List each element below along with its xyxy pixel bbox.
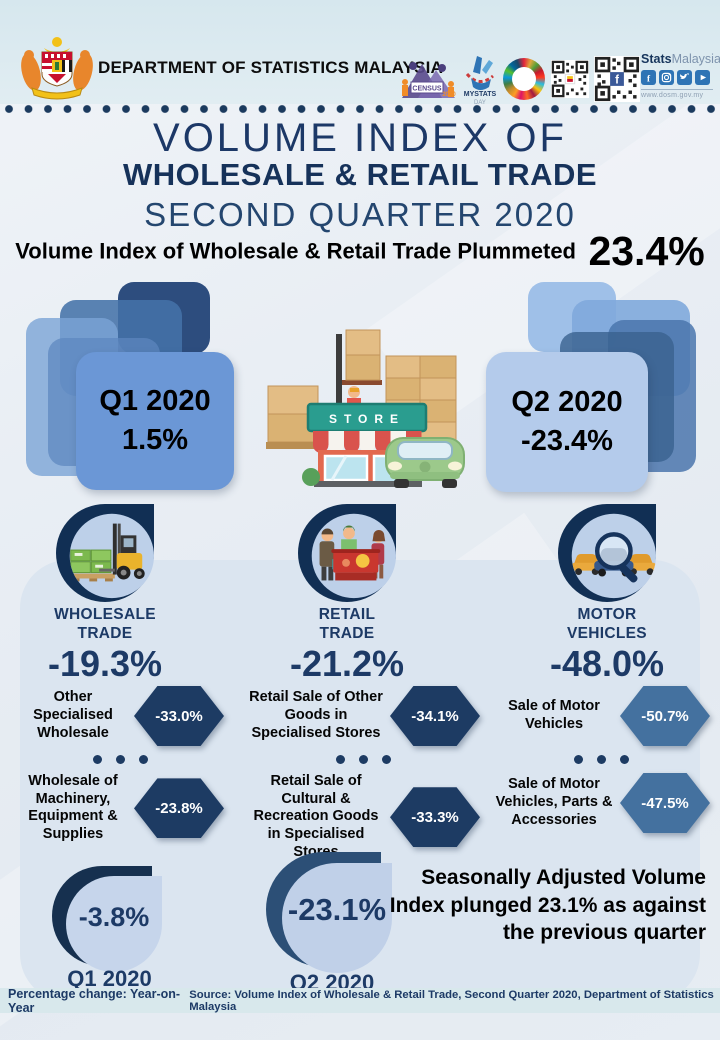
title-line3: SECOND QUARTER 2020	[144, 196, 576, 233]
sub-item-label: Sale of Motor Vehicles, Parts & Accessor…	[495, 776, 613, 828]
mystats-label: MYSTATS	[464, 91, 497, 98]
store-illustration: STORE	[266, 329, 465, 488]
svg-text:f: f	[615, 75, 619, 87]
sub-item-label: Sale of Motor Vehicles	[508, 698, 600, 732]
seasonal-q2-value: -23.1%	[287, 892, 387, 927]
qr-code-facebook[interactable]: f	[594, 56, 640, 102]
headline: Volume Index of Wholesale & Retail Trade…	[0, 228, 720, 275]
brand-name: StatsMalaysia	[641, 52, 720, 66]
seasonal-note: Seasonally Adjusted Volume Index plunged…	[389, 866, 706, 945]
sub-item-label: Other Specialised Wholesale	[33, 689, 113, 741]
quarter-box-q2: Q2 2020 -23.4%	[486, 352, 648, 492]
header: DEPARTMENT OF STATISTICS MALAYSIA CENSUS…	[0, 0, 720, 106]
category-name: WHOLESALE TRADE	[54, 606, 156, 642]
sub-item-label: Retail Sale of Other Goods in Specialise…	[249, 689, 383, 741]
census-label: CENSUS	[412, 86, 442, 93]
footer-band: Percentage change: Year-on-Year Source: …	[0, 986, 720, 1015]
sdg-wheel-logo	[503, 58, 545, 100]
category-name: MOTOR VEHICLES	[567, 606, 647, 642]
quarter-label: Q1 2020	[99, 385, 211, 417]
dotted-divider	[4, 104, 720, 114]
sub-item: Sale of Motor Vehicles, Parts & Accessor…	[492, 773, 710, 833]
mystats-day-label: DAY	[474, 100, 486, 106]
qr-code[interactable]	[551, 60, 589, 98]
sub-item: Other Specialised Wholesale -33.0%	[16, 686, 224, 746]
store-sign-label: STORE	[329, 412, 405, 426]
seasonal-q1-value: -3.8%	[78, 902, 150, 932]
svg-text:f: f	[647, 74, 651, 83]
sub-item: Sale of Motor Vehicles -50.7%	[492, 686, 710, 746]
pct-badge: -33.0%	[134, 686, 224, 746]
title-line2: WHOLESALE & RETAIL TRADE	[122, 157, 598, 192]
sub-item-label: Retail Sale of Cultural & Recreation Goo…	[253, 773, 379, 860]
instagram-icon[interactable]	[659, 70, 674, 85]
dots-separator	[573, 755, 629, 764]
dots-separator	[92, 755, 148, 764]
title-line1: VOLUME INDEX OF	[153, 116, 567, 160]
quarter-value: 1.5%	[121, 424, 189, 456]
pct-badge: -33.3%	[390, 787, 480, 848]
website-link[interactable]: www.dosm.gov.my	[641, 89, 713, 99]
headline-text: Volume Index of Wholesale & Retail Trade…	[15, 238, 576, 264]
pct-badge: -34.1%	[390, 686, 480, 746]
category-value: -21.2%	[289, 642, 405, 684]
facebook-icon[interactable]: f	[641, 70, 656, 85]
sub-item: Wholesale of Machinery, Equipment & Supp…	[16, 773, 224, 844]
sub-item-label: Wholesale of Machinery, Equipment & Supp…	[28, 773, 118, 843]
quarter-label: Q2 2020	[511, 386, 623, 418]
census-2020-logo: CENSUS 2020	[402, 62, 456, 98]
malaysia-coat-of-arms-icon	[21, 37, 93, 100]
seasonal-q1-label: Q1 2020	[67, 966, 152, 991]
quarter-box-q1: Q1 2020 1.5%	[76, 352, 234, 490]
category-value: -48.0%	[549, 642, 665, 684]
category-motor-vehicles: MOTOR VEHICLES -48.0%	[502, 504, 712, 683]
motor-subitems: Sale of Motor Vehicles -50.7% Sale of Mo…	[492, 686, 710, 833]
sub-item: Retail Sale of Other Goods in Specialise…	[246, 686, 480, 746]
census-year: 2020	[442, 92, 456, 98]
forklift-icon	[56, 504, 154, 602]
seasonal-q2-shape: -23.1% Q2 2020	[266, 852, 398, 995]
cars-magnifier-icon	[558, 504, 656, 602]
pct-badge: -47.5%	[620, 773, 710, 833]
retail-subitems: Retail Sale of Other Goods in Specialise…	[246, 686, 480, 861]
category-value: -19.3%	[47, 642, 163, 684]
sub-item: Retail Sale of Cultural & Recreation Goo…	[246, 773, 480, 861]
pct-badge: -50.7%	[620, 686, 710, 746]
pct-badge: -23.8%	[134, 778, 224, 839]
dots-separator	[335, 755, 391, 764]
seasonal-q1-shape: -3.8% Q1 2020	[52, 866, 167, 991]
shoppers-icon	[298, 504, 396, 602]
footer-basis: Percentage change: Year-on-Year	[8, 986, 181, 1015]
headline-value: 23.4%	[588, 228, 705, 274]
agency-title: DEPARTMENT OF STATISTICS MALAYSIA	[98, 58, 444, 77]
category-retail-trade: RETAIL TRADE -21.2%	[242, 504, 452, 683]
brand-block: StatsMalaysia f www.dosm.gov.my	[641, 52, 720, 99]
twitter-icon[interactable]	[677, 70, 692, 85]
category-name: RETAIL TRADE	[318, 606, 376, 642]
mystats-day-logo: MYSTATS DAY	[464, 56, 497, 106]
wholesale-subitems: Other Specialised Wholesale -33.0% Whole…	[16, 686, 224, 844]
footer-source: Source: Volume Index of Wholesale & Reta…	[189, 988, 714, 1013]
category-wholesale-trade: WHOLESALE TRADE -19.3%	[0, 504, 210, 683]
youtube-icon[interactable]	[695, 70, 710, 85]
quarter-value: -23.4%	[521, 425, 613, 457]
